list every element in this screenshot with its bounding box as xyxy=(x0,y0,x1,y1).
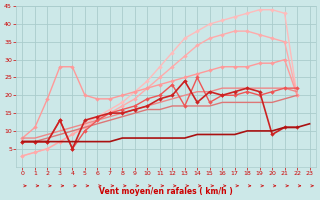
X-axis label: Vent moyen/en rafales ( km/h ): Vent moyen/en rafales ( km/h ) xyxy=(99,187,233,196)
